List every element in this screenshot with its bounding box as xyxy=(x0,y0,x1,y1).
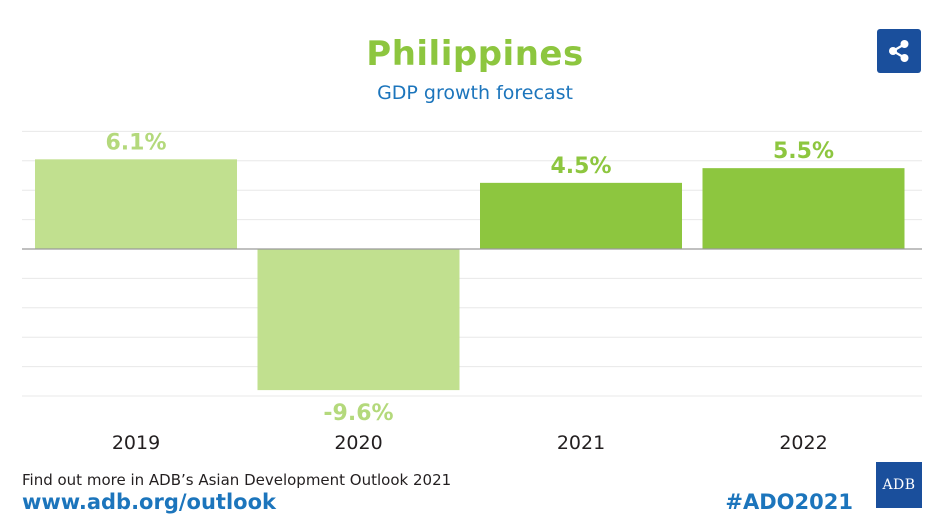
chart-title: Philippines xyxy=(366,34,584,74)
x-tick-label-2020: 2020 xyxy=(334,432,382,454)
bar-2020 xyxy=(257,249,460,391)
footer-text: Find out more in ADB’s Asian Development… xyxy=(22,471,452,489)
share-button[interactable] xyxy=(877,29,921,73)
data-label-2022: 5.5% xyxy=(773,139,834,164)
bar-2021 xyxy=(480,182,682,249)
outlook-link[interactable]: www.adb.org/outlook xyxy=(22,490,276,514)
data-label-2021: 4.5% xyxy=(550,154,611,179)
bar-2022 xyxy=(702,168,905,249)
x-tick-label-2022: 2022 xyxy=(779,432,827,454)
bar-2019 xyxy=(35,159,237,249)
x-tick-label-2019: 2019 xyxy=(112,432,160,454)
x-tick-label-2021: 2021 xyxy=(557,432,605,454)
adb-logo: ADB xyxy=(876,462,922,508)
bar-chart: 6.1% 2019 -9.6% 2020 4.5% 2021 5.5% 2022 xyxy=(22,130,922,454)
hashtag: #ADO2021 xyxy=(725,490,853,514)
share-icon xyxy=(889,40,909,62)
data-label-2019: 6.1% xyxy=(105,130,166,155)
data-label-2020: -9.6% xyxy=(323,401,393,426)
chart-subtitle: GDP growth forecast xyxy=(377,82,573,104)
